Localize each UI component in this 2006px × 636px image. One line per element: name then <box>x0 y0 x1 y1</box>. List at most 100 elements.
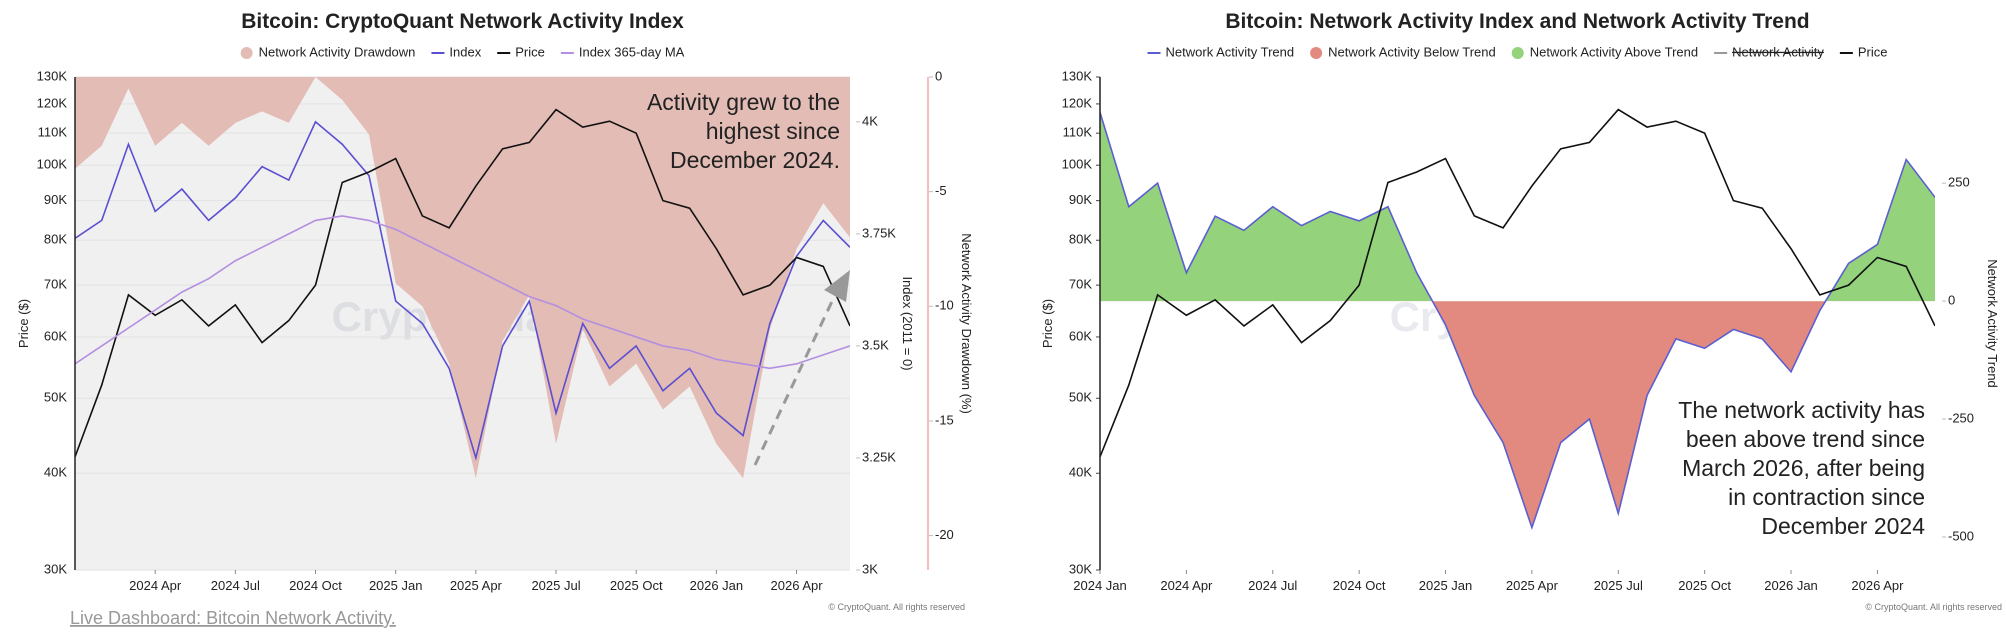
y-tick-label: 90K <box>1069 192 1092 207</box>
y-tick-label: 130K <box>1062 68 1093 83</box>
y-tick-label: 110K <box>1063 125 1093 140</box>
copyright: © CryptoQuant. All rights reserved <box>1865 602 2002 612</box>
dashboard-link[interactable]: Live Dashboard: Bitcoin Network Activity… <box>70 608 396 628</box>
x-tick-label: 2024 Apr <box>1160 578 1213 593</box>
series-line <box>75 215 850 370</box>
legend-label: Network Activity Trend <box>1166 44 1295 59</box>
y2-tick-label: 250 <box>1948 175 1970 190</box>
legend: Network Activity Trend Network Activity B… <box>1147 44 1887 59</box>
y-tick-label: 120K <box>1062 95 1093 110</box>
annotation: December 2024 <box>1761 513 1925 539</box>
annotation: in contraction since <box>1728 484 1925 510</box>
plot-area <box>75 77 850 479</box>
x-tick-label: 2024 Jan <box>1073 578 1127 593</box>
y-axis-label: Price ($) <box>1040 299 1055 348</box>
below-trend-area <box>1100 301 1935 528</box>
y2-tick-label: 4K <box>862 113 878 128</box>
annotation: March 2026, after being <box>1682 455 1925 481</box>
copyright: © CryptoQuant. All rights reserved <box>828 602 965 612</box>
legend-label: Network Activity <box>1732 44 1824 59</box>
y-axis-label: Price ($) <box>16 299 31 348</box>
activity-trend-chart: Bitcoin: Network Activity Index and Netw… <box>1040 10 2002 612</box>
y-tick-label: 30K <box>44 561 67 576</box>
y3-tick-label: -5 <box>935 183 947 198</box>
legend-label: Price <box>515 44 545 59</box>
x-tick-label: 2024 Apr <box>129 578 182 593</box>
annotation: The network activity has <box>1678 397 1925 423</box>
y2-tick-label: 3.5K <box>862 337 889 352</box>
legend-label: Network Activity Below Trend <box>1328 44 1496 59</box>
y3-tick-label: -20 <box>935 527 954 542</box>
chart-title: Bitcoin: CryptoQuant Network Activity In… <box>241 10 684 33</box>
x-tick-label: 2025 Jul <box>531 578 580 593</box>
y-tick-label: 80K <box>1069 232 1092 247</box>
y2-tick-label: 3K <box>862 561 878 576</box>
y2-axis-label: Network Activity Trend <box>1985 259 2000 388</box>
legend-label: Index <box>449 44 481 59</box>
legend-label: Network Activity Drawdown <box>259 44 416 59</box>
x-tick-label: 2025 Oct <box>1678 578 1731 593</box>
x-tick-label: 2024 Oct <box>289 578 342 593</box>
drawdown-area <box>75 77 850 479</box>
arrow-head <box>824 270 850 302</box>
legend: Network Activity Drawdown Index Price Index… <box>240 44 685 59</box>
y2-tick-label: -250 <box>1948 410 1974 425</box>
y2-axis-label: Index (2011 = 0) <box>900 276 915 370</box>
y-tick-label: 60K <box>44 328 67 343</box>
activity-index-chart: Bitcoin: CryptoQuant Network Activity In… <box>16 10 974 612</box>
y-tick-label: 80K <box>44 232 67 247</box>
y-tick-label: 50K <box>1069 390 1092 405</box>
legend-label: Index 365-day MA <box>579 44 685 59</box>
x-tick-label: 2024 Jul <box>211 578 260 593</box>
series-line <box>75 108 850 458</box>
x-tick-label: 2025 Jan <box>1419 578 1473 593</box>
y2-tick-label: -500 <box>1948 528 1974 543</box>
legend-marker <box>240 47 253 59</box>
x-tick-label: 2025 Oct <box>610 578 663 593</box>
above-trend-area <box>1100 112 1935 302</box>
x-tick-label: 2025 Jan <box>369 578 423 593</box>
y-tick-label: 90K <box>44 192 67 207</box>
y3-axis-label: Network Activity Drawdown (%) <box>959 233 974 414</box>
y3-tick-label: -10 <box>935 298 954 313</box>
y3-tick-label: 0 <box>935 68 942 83</box>
annotation: Activity grew to the <box>647 89 840 115</box>
x-tick-label: 2025 Apr <box>450 578 503 593</box>
series-line <box>1100 108 1935 458</box>
series-line <box>1100 112 1935 531</box>
y-tick-label: 60K <box>1069 328 1092 343</box>
y2-tick-label: 0 <box>1948 293 1955 308</box>
x-tick-label: 2026 Apr <box>1851 578 1904 593</box>
x-tick-label: 2026 Apr <box>771 578 824 593</box>
x-tick-label: 2026 Jan <box>690 578 744 593</box>
y-tick-label: 70K <box>1069 277 1092 292</box>
y3-tick-label: -15 <box>935 412 954 427</box>
annotation-arrow <box>753 294 837 466</box>
y-tick-label: 110K <box>38 125 68 140</box>
legend-marker <box>1511 47 1524 59</box>
y-tick-label: 100K <box>37 157 68 172</box>
annotation: been above trend since <box>1686 426 1925 452</box>
x-tick-label: 2025 Apr <box>1506 578 1559 593</box>
legend-marker <box>1310 47 1323 59</box>
y-tick-label: 40K <box>1069 465 1092 480</box>
series-line <box>75 120 850 462</box>
y-tick-label: 130K <box>37 68 68 83</box>
y-tick-label: 100K <box>1062 157 1093 172</box>
x-tick-label: 2024 Oct <box>1333 578 1386 593</box>
y-tick-label: 70K <box>44 277 67 292</box>
annotation: highest since <box>706 118 840 144</box>
x-tick-label: 2025 Jul <box>1594 578 1643 593</box>
x-tick-label: 2026 Jan <box>1764 578 1818 593</box>
plot-area <box>1100 108 1935 531</box>
chart-title: Bitcoin: Network Activity Index and Netw… <box>1225 10 1809 33</box>
y-tick-label: 50K <box>44 390 67 405</box>
legend-label: Network Activity Above Trend <box>1530 44 1698 59</box>
x-tick-label: 2024 Jul <box>1248 578 1297 593</box>
y2-tick-label: 3.75K <box>862 225 896 240</box>
y-tick-label: 30K <box>1069 561 1092 576</box>
annotation: December 2024. <box>670 147 840 173</box>
y2-tick-label: 3.25K <box>862 449 896 464</box>
